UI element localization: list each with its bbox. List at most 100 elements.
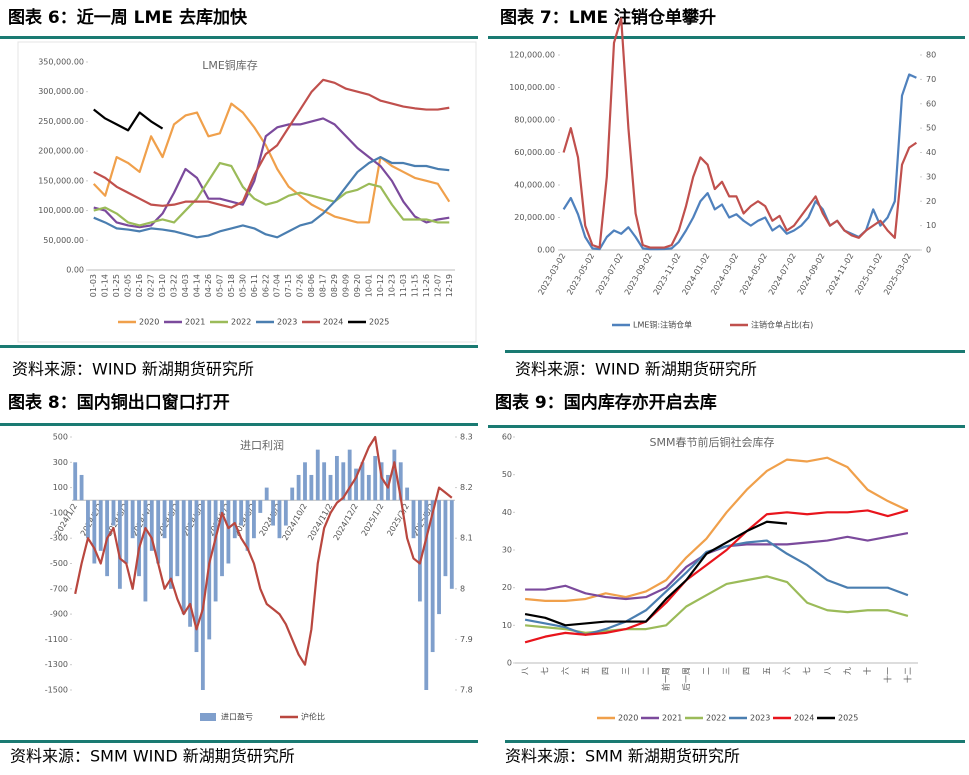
y-tick-label: 0 [507, 659, 512, 668]
legend-label: 2020 [139, 318, 159, 327]
bar [213, 500, 218, 602]
x-tick-label: 06-11 [250, 274, 259, 297]
x-tick-label: 三 [722, 667, 731, 675]
y2-tick-label: 8.1 [460, 534, 473, 543]
x-tick-label: 四 [601, 667, 610, 675]
bar [200, 500, 205, 690]
bar [347, 449, 352, 501]
bar [373, 455, 378, 501]
rule [505, 350, 965, 353]
chart-title: SMM春节前后铜社会库存 [650, 435, 775, 449]
x-tick-label: 02-16 [135, 274, 144, 297]
bar [341, 462, 346, 501]
legend-label: 2023 [277, 318, 297, 327]
bar [98, 500, 103, 551]
y2-tick-label: 8.2 [460, 483, 473, 492]
x-tick-label: 三 [621, 667, 630, 675]
legend-label: 2023 [750, 714, 770, 723]
y-tick-label: 40 [502, 508, 512, 517]
rule [0, 423, 478, 426]
bar [232, 500, 237, 539]
x-tick-label: 02-27 [147, 274, 156, 297]
bar [226, 500, 231, 564]
y-tick-label: 350,000.00 [38, 58, 84, 67]
y-tick-label: 20,000.00 [514, 213, 555, 222]
line [524, 456, 909, 602]
legend-label: 2025 [838, 714, 858, 723]
legend-swatch [200, 713, 216, 721]
x-tick-label: 08-29 [330, 274, 339, 297]
legend-label: 2022 [706, 714, 726, 723]
bar [271, 500, 275, 526]
bar [220, 500, 224, 577]
y-tick-label: 100,000.00 [38, 206, 84, 215]
y-tick-label: 150,000.00 [38, 176, 84, 185]
bar [86, 500, 90, 539]
y2-tick-label: 7.9 [460, 635, 473, 644]
x-tick-label: 五 [762, 667, 771, 675]
x-tick-label: 十 [862, 667, 872, 675]
y-tick-label: -1500 [45, 686, 68, 695]
y-tick-label: 50 [502, 470, 512, 479]
legend-label: 2021 [662, 714, 682, 723]
x-tick-label: 05-18 [227, 274, 236, 297]
y2-tick-label: 80 [926, 51, 936, 60]
x-tick-label: 11-26 [422, 274, 431, 297]
bar [315, 449, 320, 501]
y-tick-label: 60,000.00 [514, 148, 555, 157]
bar [354, 468, 358, 501]
bar [437, 500, 441, 615]
x-tick-label: 四 [742, 667, 751, 675]
bar [264, 487, 269, 501]
legend-label: 2021 [185, 318, 205, 327]
y-tick-label: -500 [50, 559, 68, 568]
x-tick-label: 03-22 [170, 274, 179, 297]
bar [283, 500, 288, 526]
bar [124, 500, 129, 564]
x-tick-label: 九 [843, 667, 852, 675]
line [93, 155, 450, 239]
x-tick-label: 05-07 [215, 274, 224, 297]
x-tick-label: 09-09 [342, 274, 351, 297]
bar [334, 455, 339, 501]
bar [239, 500, 244, 526]
bar [424, 500, 429, 690]
bar [398, 462, 403, 501]
bar [303, 462, 307, 501]
heading: 图表 7：LME 注销仓单攀升 [500, 7, 716, 28]
bar [117, 500, 122, 589]
rule [505, 740, 965, 743]
rule [488, 425, 965, 428]
y2-tick-label: 0 [926, 246, 931, 255]
y2-tick-label: 8.3 [460, 433, 473, 442]
x-tick-label: 后一周 [681, 667, 691, 691]
heading: 图表 6：近一周 LME 去库加快 [8, 7, 248, 28]
y-tick-label: 0.00 [66, 266, 84, 275]
legend-label: 进口盈亏 [221, 713, 253, 722]
y2-tick-label: 50 [926, 124, 936, 133]
x-tick-label: 11-15 [410, 274, 419, 297]
x-tick-label: 02-05 [124, 274, 133, 297]
x-tick-label: 八 [521, 667, 530, 675]
x-tick-label: 08-17 [319, 274, 328, 297]
y-tick-label: 300,000.00 [38, 87, 84, 96]
y-tick-label: 60 [502, 433, 512, 442]
x-tick-label: 07-26 [296, 274, 305, 297]
bar [245, 500, 250, 551]
x-tick-label: 二 [641, 667, 650, 675]
x-tick-label: 十一 [882, 667, 892, 683]
y-tick-label: 40,000.00 [514, 181, 555, 190]
legend-label: 2022 [231, 318, 251, 327]
y2-tick-label: 10 [926, 221, 936, 230]
bar [322, 462, 327, 501]
x-tick-label: 二 [702, 667, 711, 675]
bar [137, 500, 141, 577]
y-tick-label: -300 [50, 534, 68, 543]
y-tick-label: -700 [50, 584, 68, 593]
y-tick-label: 120,000.00 [509, 51, 555, 60]
line [93, 161, 450, 227]
x-tick-label: 04-26 [204, 274, 213, 297]
x-tick-label: 01-25 [112, 274, 121, 297]
x-tick-label: 六 [782, 667, 792, 675]
bar [175, 500, 180, 577]
